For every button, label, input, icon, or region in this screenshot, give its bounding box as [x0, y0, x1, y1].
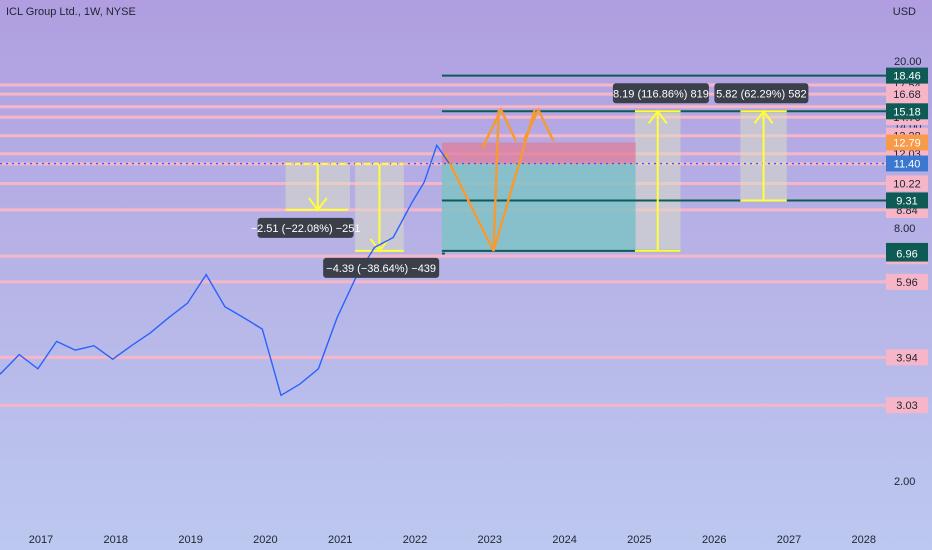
x-tick-label-3: 2020	[253, 534, 277, 546]
x-tick-label-8: 2025	[627, 534, 651, 546]
x-tick-label-5: 2022	[403, 534, 427, 546]
teal-level-badge-0: 18.46	[893, 71, 921, 83]
measure-label-bg-3	[714, 83, 809, 104]
pink-level-badge-10-bg	[886, 273, 928, 290]
projection-head-a	[481, 106, 518, 149]
teal-level-badge-0-bg	[886, 67, 928, 84]
x-tick-label-9: 2026	[702, 534, 726, 546]
stop-zone	[441, 142, 636, 164]
x-tick-label-7: 2024	[552, 534, 576, 546]
pink-level-badge-7: 10.22	[893, 178, 921, 190]
y-tick-label-5: 8.00	[894, 223, 915, 235]
x-tick-label-2: 2019	[178, 534, 202, 546]
pink-level-badge-1-bg	[886, 86, 928, 103]
x-tick-label-1: 2018	[104, 534, 128, 546]
teal-level-badge-1-bg	[886, 103, 928, 120]
measure-label-0: −2.51 (−22.08%) −251	[251, 223, 361, 235]
pink-level-badge-12: 3.03	[896, 400, 917, 412]
pink-level-badge-1: 16.68	[893, 89, 921, 101]
pink-level-badge-11-bg	[886, 349, 928, 366]
teal-level-badge-1: 15.18	[893, 106, 921, 118]
pink-level-badge-11: 3.94	[896, 352, 917, 364]
x-tick-label-6: 2023	[478, 534, 502, 546]
measure-3-arrow-head	[647, 109, 668, 124]
price-badge-12-79-bg	[886, 134, 928, 151]
x-tick-label-10: 2027	[777, 534, 801, 546]
measure-label-bg-1	[323, 257, 440, 278]
teal-level-badge-2-bg	[886, 192, 928, 209]
measure-4-arrow-head	[753, 109, 774, 124]
pink-level-badge-7-bg	[886, 175, 928, 192]
measure-label-2: 8.19 (116.86%) 819	[613, 88, 709, 100]
y-tick-label-0: 20.00	[894, 56, 922, 68]
measure-label-bg-0	[257, 217, 354, 238]
measure-label-3: 5.82 (62.29%) 582	[716, 88, 807, 100]
price-series-line	[0, 143, 450, 397]
price-badge-12-79: 12.79	[893, 138, 921, 150]
y-tick-label-8: 2.00	[894, 476, 915, 488]
x-tick-label-11: 2028	[852, 534, 876, 546]
currency-label: USD	[892, 6, 916, 18]
teal-level-badge-4: 6.96	[896, 249, 917, 261]
x-tick-label-4: 2021	[328, 534, 352, 546]
pink-level-badge-10: 5.96	[896, 277, 917, 289]
teal-level-badge-2: 9.31	[896, 195, 917, 207]
measure-2-arrow-head	[369, 238, 390, 253]
pink-level-badge-12-bg	[886, 397, 928, 414]
measure-label-1: −4.39 (−38.64%) −439	[326, 263, 436, 275]
measure-1-arrow-head	[307, 197, 328, 212]
x-tick-label-0: 2017	[29, 534, 53, 546]
target-zone	[441, 163, 636, 251]
projection-head-b	[522, 106, 555, 142]
current-price-badge: 11.40	[894, 159, 921, 171]
current-price-badge-bg	[886, 155, 928, 172]
measure-label-bg-2	[612, 83, 709, 104]
teal-level-badge-4-bg	[886, 245, 928, 262]
symbol-title: ICL Group Ltd., 1W, NYSE	[6, 6, 136, 18]
